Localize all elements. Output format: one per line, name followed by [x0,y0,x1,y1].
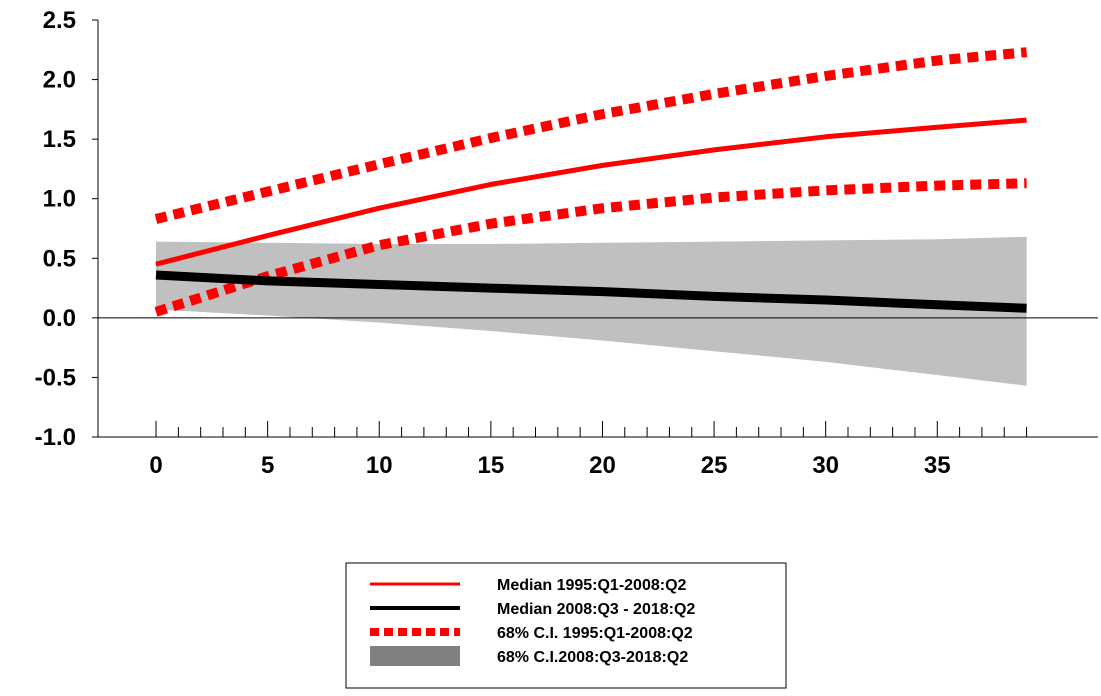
y-tick-label: 2.0 [43,67,76,94]
median-1995-2008-line [155,117,1027,267]
x-tick-label: 10 [366,452,393,479]
legend: Median 1995:Q1-2008:Q2 Median 2008:Q3 - 2… [345,562,787,689]
legend-label: 68% C.I. 1995:Q1-2008:Q2 [497,625,693,642]
x-tick-label: 30 [812,452,839,479]
legend-label: Median 1995:Q1-2008:Q2 [497,577,687,594]
y-tick-label: -1.0 [35,424,76,451]
y-tick-label: -0.5 [35,364,76,391]
x-tick-label: 5 [261,452,274,479]
legend-label: Median 2008:Q3 - 2018:Q2 [497,601,695,618]
ci-band-2008-2018 [156,236,1027,386]
ci-lower-1995-2008 [154,178,1027,317]
y-tick-label: 1.5 [43,126,76,153]
y-tick-label: 1.0 [43,186,76,213]
median-2008-2018-line [155,270,1027,313]
x-tick-label: 20 [589,452,616,479]
axes [92,19,1098,438]
x-tick-label: 0 [149,452,162,479]
x-tick-label: 35 [924,452,951,479]
y-tick-label: 2.5 [43,7,76,34]
x-tick-label: 15 [478,452,505,479]
legend-swatch-band [370,646,460,666]
ci-band-layer [156,236,1027,386]
legend-label: 68% C.I.2008:Q3-2018:Q2 [497,649,688,666]
ci-upper-1995-2008 [154,47,1028,224]
series-lines [154,47,1028,317]
y-tick-label: 0.5 [43,245,76,272]
tick-labels: -1.0 -0.5 0.0 0.5 1.0 1.5 2.0 2.5 0 5 10 15 20 25 30 35 [35,7,951,479]
x-tick-label: 25 [701,452,728,479]
y-tick-label: 0.0 [43,305,76,332]
